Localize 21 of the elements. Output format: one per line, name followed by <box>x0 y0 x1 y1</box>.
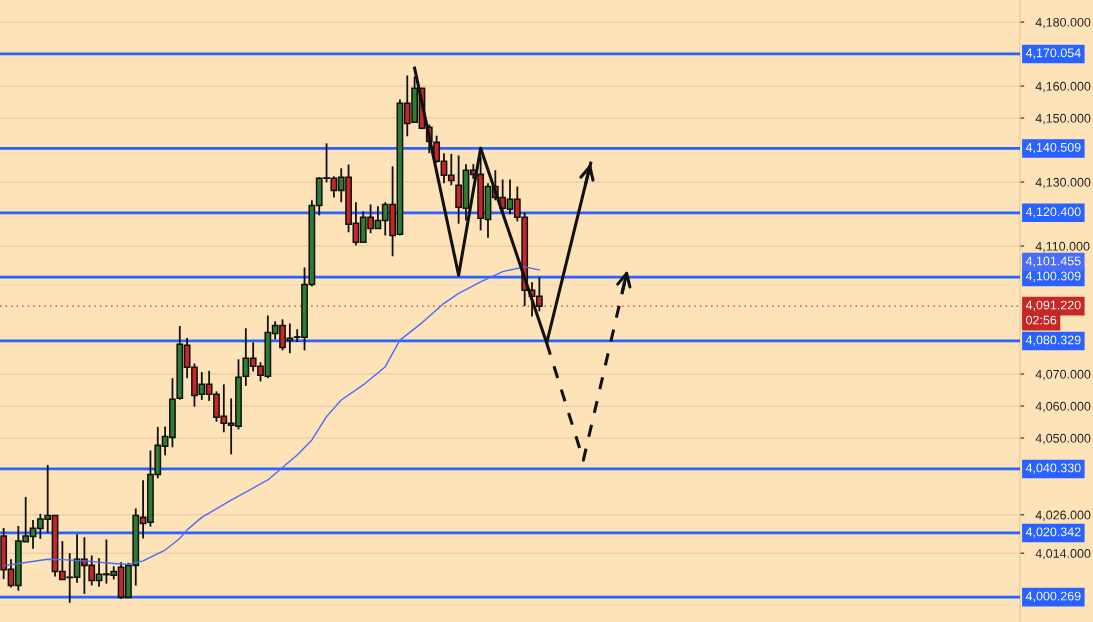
y-tick-label: 4,160.000 <box>1035 81 1091 93</box>
text: 4,101.455 <box>1025 256 1081 267</box>
y-tick-label: 4,110.000 <box>1035 241 1090 253</box>
y-tick-label: 4,014.000 <box>1035 549 1091 560</box>
ref-line-label: 4,120.400 <box>1025 207 1081 218</box>
ref-line-label: 4,080.329 <box>1025 335 1081 346</box>
ref-line-label: 4,000.269 <box>1025 591 1081 602</box>
y-tick-label: 4,130.000 <box>1035 177 1091 189</box>
ref-line-label: 4,040.330 <box>1025 463 1081 474</box>
y-tick-label: 4,070.000 <box>1035 369 1091 381</box>
ref-line-label: 4,100.309 <box>1025 271 1081 282</box>
ref-line-label: 4,170.054 <box>1025 48 1081 59</box>
y-tick-label: 4,050.000 <box>1035 433 1091 445</box>
y-tick-label: 4,150.000 <box>1035 113 1091 125</box>
y-tick-label: 4,060.000 <box>1035 401 1091 413</box>
ref-line-label: 4,140.509 <box>1025 142 1081 154</box>
ref-line-label: 4,020.342 <box>1025 527 1081 538</box>
ref-line-label: 4,091.220 <box>1025 300 1081 311</box>
text: 02:56 <box>1026 315 1057 325</box>
y-tick-label: 4,026.000 <box>1035 510 1091 521</box>
y-tick-label: 4,180.000 <box>1035 17 1091 29</box>
